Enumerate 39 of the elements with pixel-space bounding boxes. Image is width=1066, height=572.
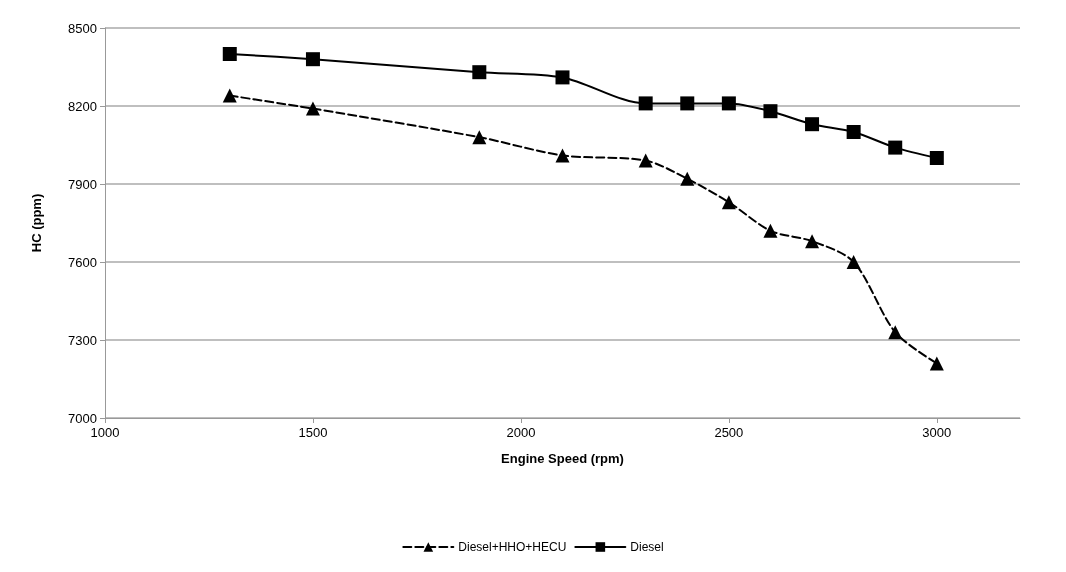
point [638,96,653,111]
x-tick-label: 1500 [298,425,328,440]
point [472,130,487,145]
y-tick-label: 8200 [68,98,97,114]
point [555,148,570,163]
x-tick-label: 1000 [90,425,120,440]
point [805,117,820,132]
point [305,101,320,116]
point [222,47,237,61]
y-tick-label: 7900 [68,176,97,192]
point [846,125,861,139]
point [472,65,487,80]
y-tick-label: 7300 [68,332,97,348]
x-tick-label: 3000 [922,425,952,440]
x-tick-label: 2000 [506,425,536,440]
y-tick-label: 7000 [68,410,97,426]
point [763,223,778,238]
point [888,325,903,340]
point [680,96,695,111]
point [929,356,944,371]
point [680,171,695,186]
point [763,104,778,119]
y-axis-title: HC (ppm) [29,193,44,253]
point [555,70,570,85]
point [222,88,237,103]
point [721,195,736,210]
point [888,140,903,155]
x-axis-title: Engine Speed (rpm) [501,451,624,466]
legend-label: Diesel [630,540,664,554]
point [721,96,736,111]
legend-label: Diesel+HHO+HECU [458,540,567,554]
point [638,153,653,168]
point [929,151,944,165]
y-tick-label: 8500 [68,20,97,36]
point [305,52,320,67]
point [846,255,861,269]
point [805,234,820,249]
x-tick-label: 2500 [714,425,744,440]
y-tick-label: 7600 [68,254,97,270]
